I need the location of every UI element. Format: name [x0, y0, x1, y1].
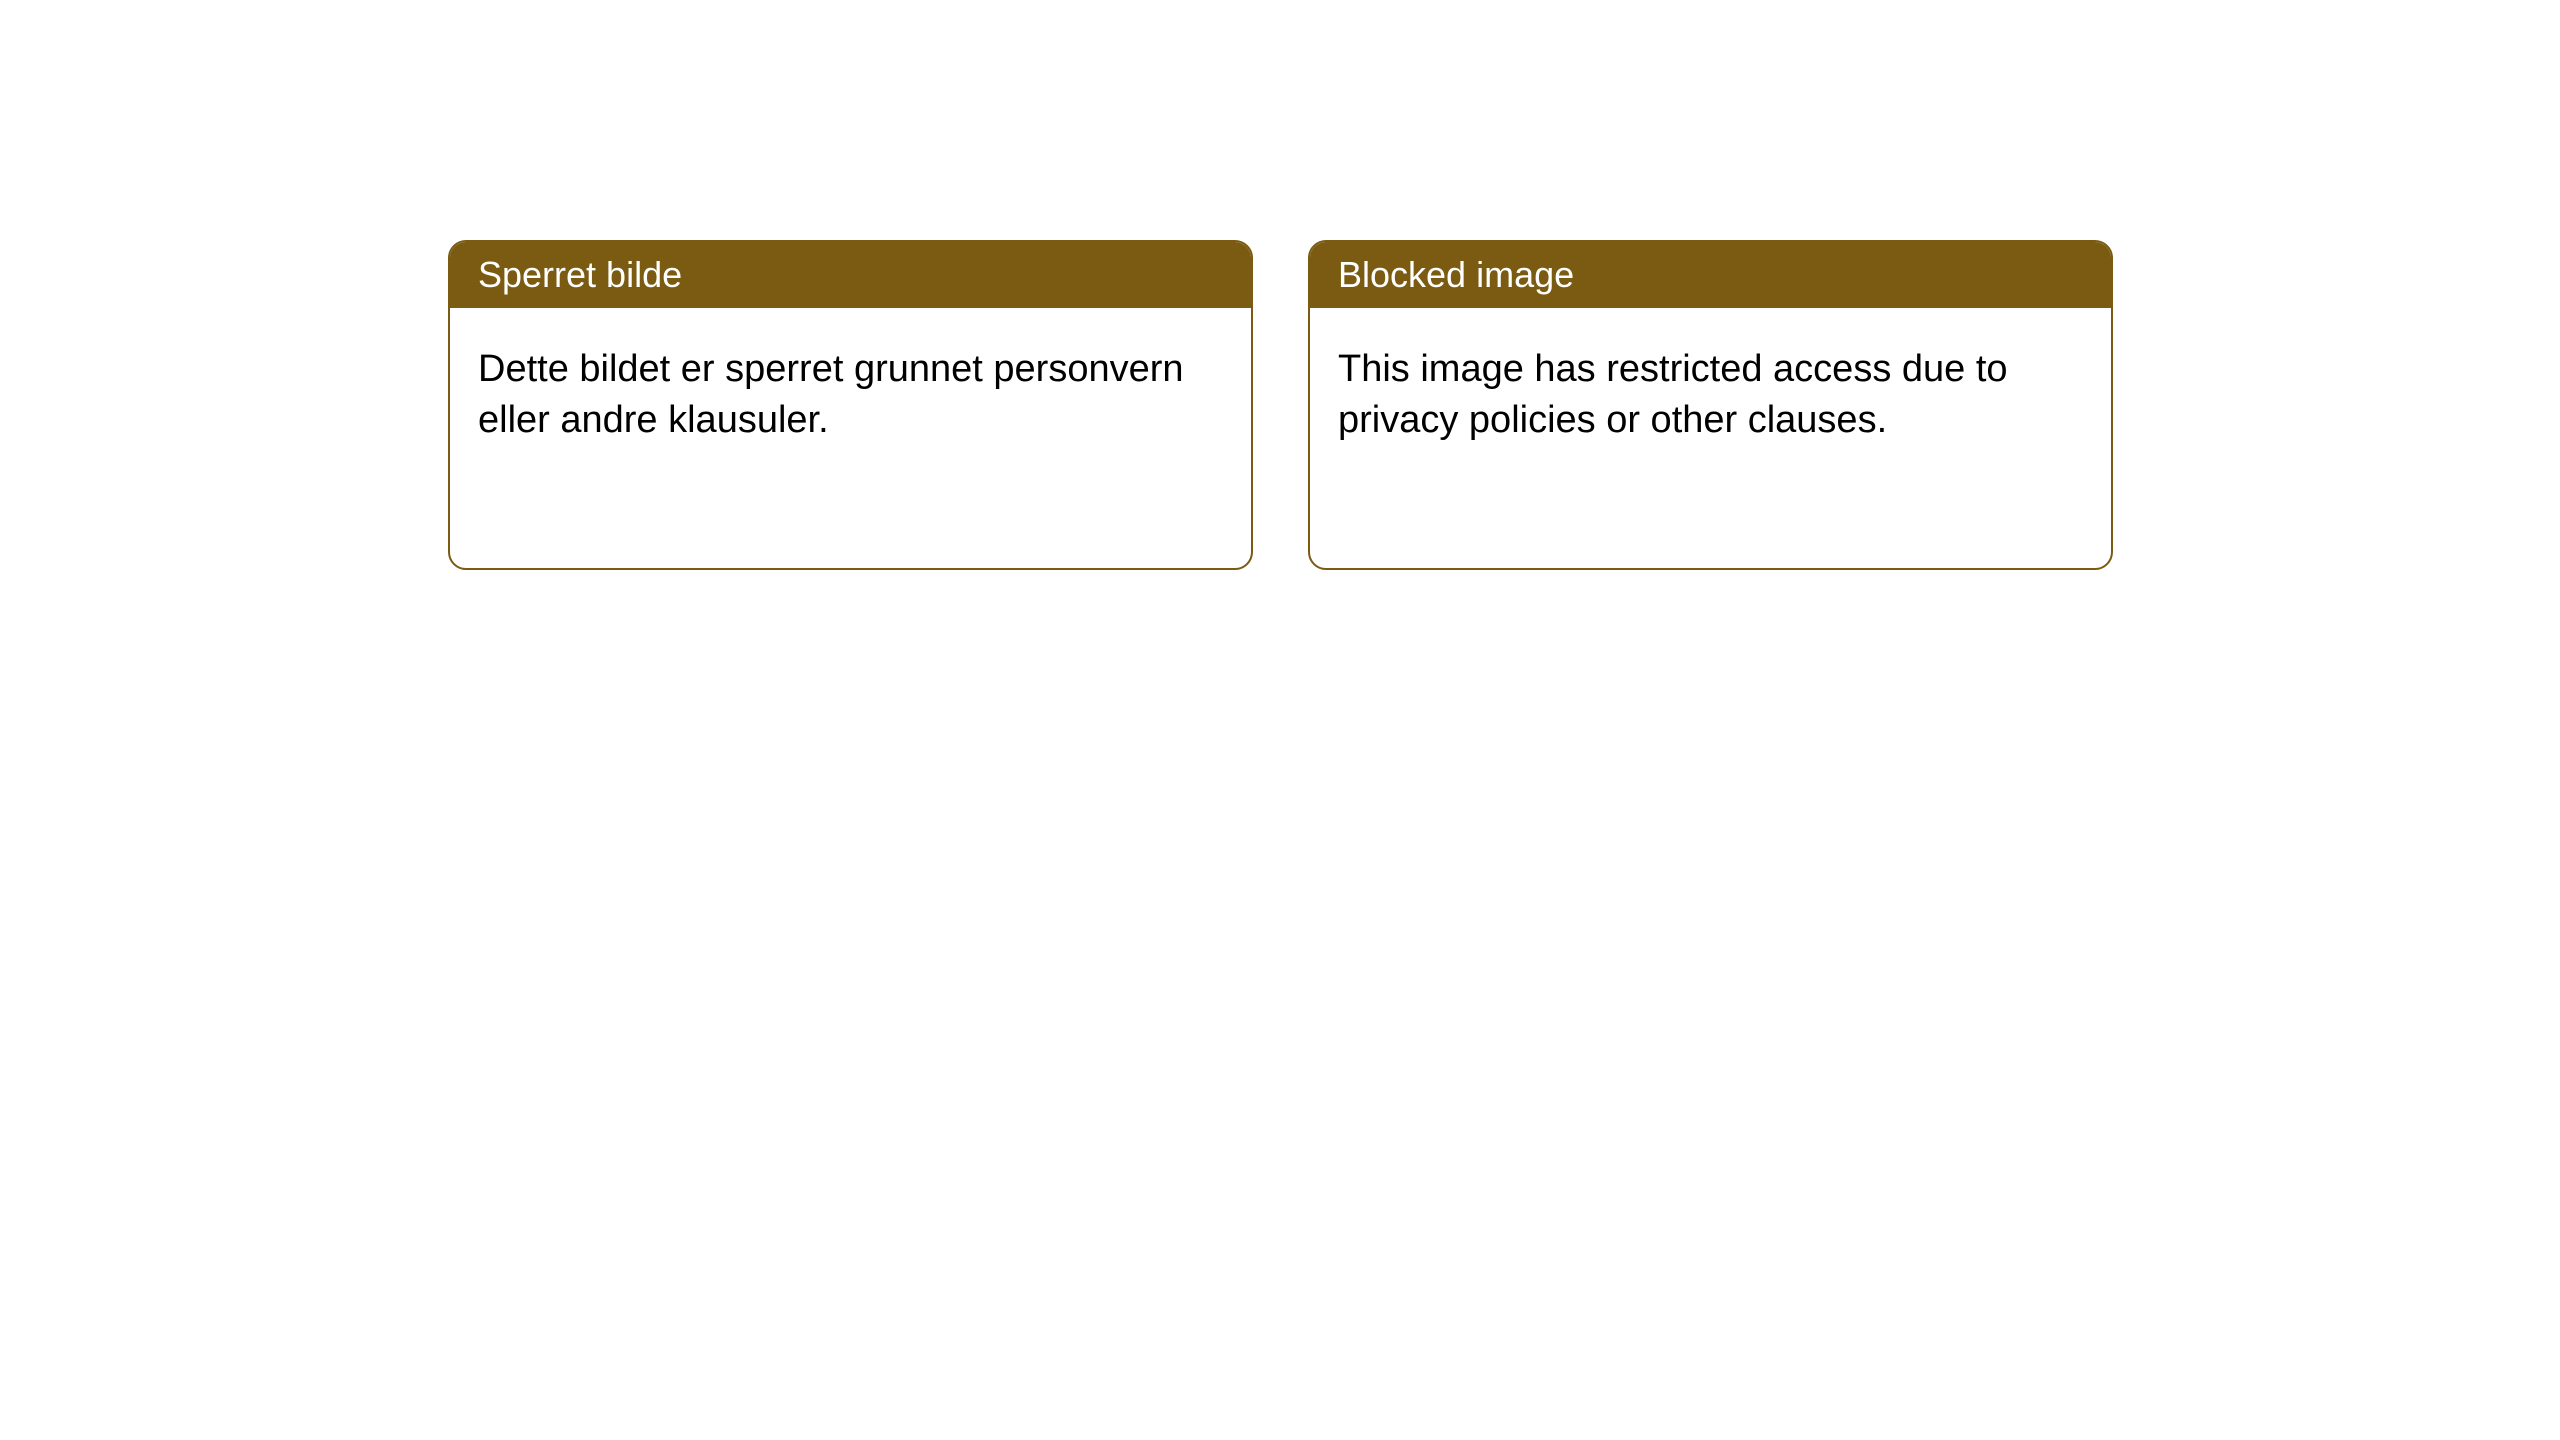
- card-title: Blocked image: [1338, 254, 1574, 295]
- card-body: This image has restricted access due to …: [1310, 308, 2111, 568]
- notice-card-english: Blocked image This image has restricted …: [1308, 240, 2113, 570]
- card-body-text: Dette bildet er sperret grunnet personve…: [478, 348, 1184, 441]
- card-header: Blocked image: [1310, 242, 2111, 308]
- card-header: Sperret bilde: [450, 242, 1251, 308]
- card-body: Dette bildet er sperret grunnet personve…: [450, 308, 1251, 568]
- notice-container: Sperret bilde Dette bildet er sperret gr…: [448, 240, 2113, 570]
- card-body-text: This image has restricted access due to …: [1338, 348, 2008, 441]
- notice-card-norwegian: Sperret bilde Dette bildet er sperret gr…: [448, 240, 1253, 570]
- card-title: Sperret bilde: [478, 254, 682, 295]
